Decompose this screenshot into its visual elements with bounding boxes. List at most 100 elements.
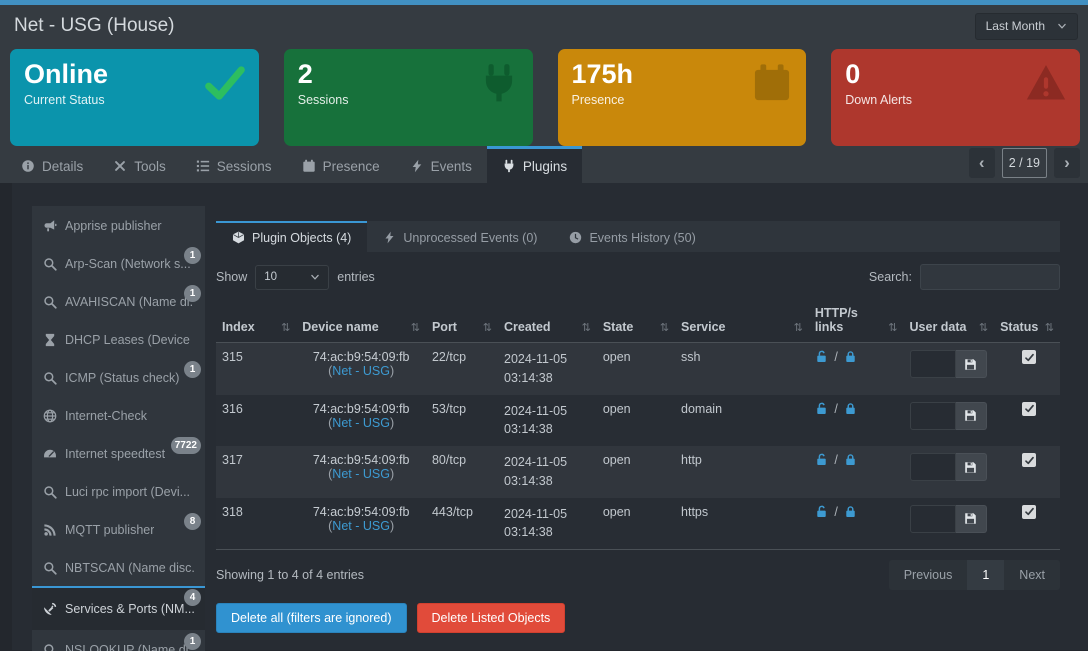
summary-card-label: Presence [571, 93, 625, 108]
top-region: Net - USG (House) Last Month Online Curr… [0, 5, 1088, 183]
sort-icon: ⇅ [1044, 322, 1054, 334]
sidebar-item[interactable]: Arp-Scan (Network s... 1 [32, 244, 205, 282]
save-button[interactable] [955, 453, 987, 481]
cell-index: 317 [222, 453, 243, 467]
sidebar-item[interactable]: Apprise publisher [32, 206, 205, 244]
tab-sessions[interactable]: Sessions [181, 146, 287, 183]
sidebar-item-label: Services & Ports (NM... [65, 602, 194, 616]
plug-icon [478, 62, 520, 104]
table-column-header[interactable]: Created ⇅ [498, 300, 597, 343]
delete-all-button[interactable]: Delete all (filters are ignored) [216, 603, 407, 633]
sort-icon: ⇅ [482, 322, 493, 334]
user-data-input[interactable] [909, 350, 956, 378]
pagination-previous[interactable]: Previous [903, 568, 953, 582]
tab-tools[interactable]: Tools [98, 146, 181, 183]
lock-icon[interactable] [844, 402, 857, 415]
cell-http-links: / [808, 497, 904, 550]
table-column-header[interactable]: Device name ⇅ [296, 300, 426, 343]
table-column-header[interactable]: Port ⇅ [425, 300, 499, 343]
device-link[interactable]: Net - USG [332, 467, 390, 481]
sidebar-item-label: ICMP (Status check) [65, 371, 180, 385]
entries-per-page-select[interactable]: 10 [255, 264, 330, 290]
user-data-input[interactable] [909, 453, 956, 481]
tab-events[interactable]: Events [395, 146, 487, 183]
save-button[interactable] [955, 504, 987, 533]
tab-plugins[interactable]: Plugins [486, 146, 583, 183]
search-icon [43, 257, 57, 271]
table-column-header[interactable]: Index ⇅ [216, 300, 297, 343]
tab-details[interactable]: Details [6, 146, 98, 183]
unlock-icon[interactable] [815, 402, 828, 415]
sidebar-item[interactable]: DHCP Leases (Device ... [32, 320, 205, 358]
table-row: 318 74:ac:b9:54:09:fb (Net - USG) 443/tc… [216, 497, 1060, 550]
cell-device-name: 74:ac:b9:54:09:fb (Net - USG) [296, 343, 426, 395]
sidebar-item[interactable]: AVAHISCAN (Name di... 1 [32, 282, 205, 320]
search-label: Search: [868, 270, 912, 284]
sidebar-item[interactable]: MQTT publisher 8 [32, 510, 205, 548]
plugin-tab-label: Events History (50) [589, 230, 696, 245]
device-link[interactable]: Net - USG [332, 364, 390, 378]
search-input[interactable] [920, 264, 1060, 290]
table-column-header[interactable]: Status ⇅ [994, 300, 1060, 343]
table-column-header[interactable]: HTTP/s links ⇅ [808, 300, 904, 343]
pager-next-button[interactable]: › [1054, 148, 1080, 178]
sidebar-item[interactable]: Luci rpc import (Devi... [32, 472, 205, 510]
cell-device-name: 74:ac:b9:54:09:fb (Net - USG) [296, 497, 426, 550]
unlock-icon[interactable] [815, 350, 828, 363]
plugin-sidebar: Apprise publisher Arp-Scan (Network s...… [32, 206, 205, 651]
table-column-header[interactable]: Service ⇅ [675, 300, 809, 343]
pagination-next[interactable]: Next [1019, 568, 1045, 582]
sidebar-item[interactable]: NBTSCAN (Name disc... [32, 548, 205, 586]
device-link[interactable]: Net - USG [332, 518, 390, 533]
user-data-input[interactable] [909, 504, 956, 533]
sidebar-item[interactable]: NSLOOKUP (Name di... 1 [32, 630, 205, 651]
bolt-icon [410, 159, 424, 173]
plugin-tab[interactable]: Events History (50) [553, 221, 711, 252]
pagination-page-1[interactable]: 1 [967, 560, 1005, 590]
period-selector[interactable]: Last Month [974, 12, 1078, 40]
cell-port: 80/tcp [431, 453, 467, 467]
cell-state: open [596, 497, 676, 550]
gauge-icon [43, 447, 57, 461]
column-label: Index [222, 320, 255, 334]
plugin-tab[interactable]: Unprocessed Events (0) [367, 221, 553, 252]
save-button[interactable] [955, 350, 987, 378]
summary-cards: Online Current Status 2 Sessions 175h Pr… [0, 47, 1088, 146]
table-row: 316 74:ac:b9:54:09:fb (Net - USG) 53/tcp… [216, 394, 1060, 446]
lock-icon[interactable] [844, 505, 857, 518]
lock-icon[interactable] [844, 350, 857, 363]
sidebar-item-label: Arp-Scan (Network s... [65, 257, 191, 271]
search-area: Search: [869, 264, 1060, 290]
plugin-tab[interactable]: Plugin Objects (4) [216, 221, 368, 252]
device-link[interactable]: Net - USG [332, 415, 390, 430]
table-column-header[interactable]: State ⇅ [596, 300, 676, 343]
status-checkbox[interactable] [1022, 350, 1037, 364]
summary-card: Online Current Status [10, 49, 259, 146]
tools-icon [113, 159, 127, 173]
sidebar-item[interactable]: Internet-Check [32, 396, 205, 434]
summary-card-value: 0 [845, 59, 861, 89]
pager-prev-button[interactable]: ‹ [968, 148, 995, 178]
check-icon [204, 62, 246, 104]
tab-presence[interactable]: Presence [287, 146, 395, 183]
table-column-header[interactable]: User data ⇅ [903, 300, 995, 343]
sidebar-item[interactable]: ICMP (Status check) 1 [32, 358, 205, 396]
delete-listed-button[interactable]: Delete Listed Objects [416, 603, 566, 633]
summary-card-value: 175h [571, 59, 634, 89]
lock-icon[interactable] [844, 453, 857, 466]
save-button[interactable] [955, 401, 987, 430]
sidebar-item-badge: 1 [184, 247, 201, 264]
sidebar-item[interactable]: Internet speedtest 7722 [32, 434, 205, 472]
cell-index: 315 [222, 350, 243, 364]
plugin-tab-label: Plugin Objects (4) [252, 230, 352, 245]
status-checkbox[interactable] [1022, 504, 1037, 519]
unlock-icon[interactable] [815, 453, 828, 466]
satellite-icon [43, 602, 57, 616]
status-checkbox[interactable] [1022, 401, 1037, 416]
sidebar-item-badge: 1 [184, 285, 201, 302]
unlock-icon[interactable] [815, 505, 828, 518]
user-data-input[interactable] [909, 401, 956, 430]
table-pagination: Previous 1 Next [888, 560, 1060, 590]
sidebar-item[interactable]: Services & Ports (NM... 4 [32, 586, 205, 630]
status-checkbox[interactable] [1022, 453, 1037, 467]
